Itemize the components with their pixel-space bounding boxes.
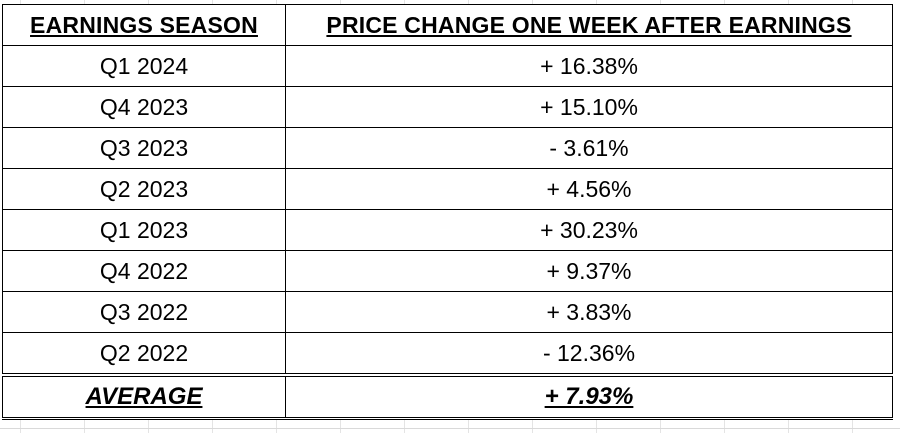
season-cell[interactable]: Q2 2023	[2, 168, 286, 210]
season-cell[interactable]: Q4 2023	[2, 86, 286, 128]
season-cell[interactable]: Q4 2022	[2, 250, 286, 292]
change-cell[interactable]: + 4.56%	[285, 168, 893, 210]
sheet-gridline	[0, 428, 900, 429]
change-cell[interactable]: + 15.10%	[285, 86, 893, 128]
table-row: Q3 2022 + 3.83%	[2, 291, 893, 333]
average-label-cell[interactable]: AVERAGE	[2, 373, 286, 420]
season-cell[interactable]: Q3 2022	[2, 291, 286, 333]
change-cell[interactable]: - 3.61%	[285, 127, 893, 169]
change-cell[interactable]: + 9.37%	[285, 250, 893, 292]
average-row: AVERAGE + 7.93%	[2, 373, 893, 420]
table-row: Q4 2023 + 15.10%	[2, 86, 893, 128]
earnings-table: EARNINGS SEASON PRICE CHANGE ONE WEEK AF…	[2, 4, 893, 420]
table-row: Q2 2022 - 12.36%	[2, 332, 893, 376]
table-row: Q1 2023 + 30.23%	[2, 209, 893, 251]
table-row: Q3 2023 - 3.61%	[2, 127, 893, 169]
season-cell[interactable]: Q1 2023	[2, 209, 286, 251]
season-cell[interactable]: Q1 2024	[2, 45, 286, 87]
header-row: EARNINGS SEASON PRICE CHANGE ONE WEEK AF…	[2, 4, 893, 46]
change-cell[interactable]: + 30.23%	[285, 209, 893, 251]
header-earnings-season[interactable]: EARNINGS SEASON	[2, 4, 286, 46]
table-row: Q4 2022 + 9.37%	[2, 250, 893, 292]
table-row: Q1 2024 + 16.38%	[2, 45, 893, 87]
change-cell[interactable]: + 16.38%	[285, 45, 893, 87]
table-row: Q2 2023 + 4.56%	[2, 168, 893, 210]
change-cell[interactable]: - 12.36%	[285, 332, 893, 376]
average-value-cell[interactable]: + 7.93%	[285, 373, 893, 420]
change-cell[interactable]: + 3.83%	[285, 291, 893, 333]
header-price-change[interactable]: PRICE CHANGE ONE WEEK AFTER EARNINGS	[285, 4, 893, 46]
season-cell[interactable]: Q3 2023	[2, 127, 286, 169]
season-cell[interactable]: Q2 2022	[2, 332, 286, 376]
